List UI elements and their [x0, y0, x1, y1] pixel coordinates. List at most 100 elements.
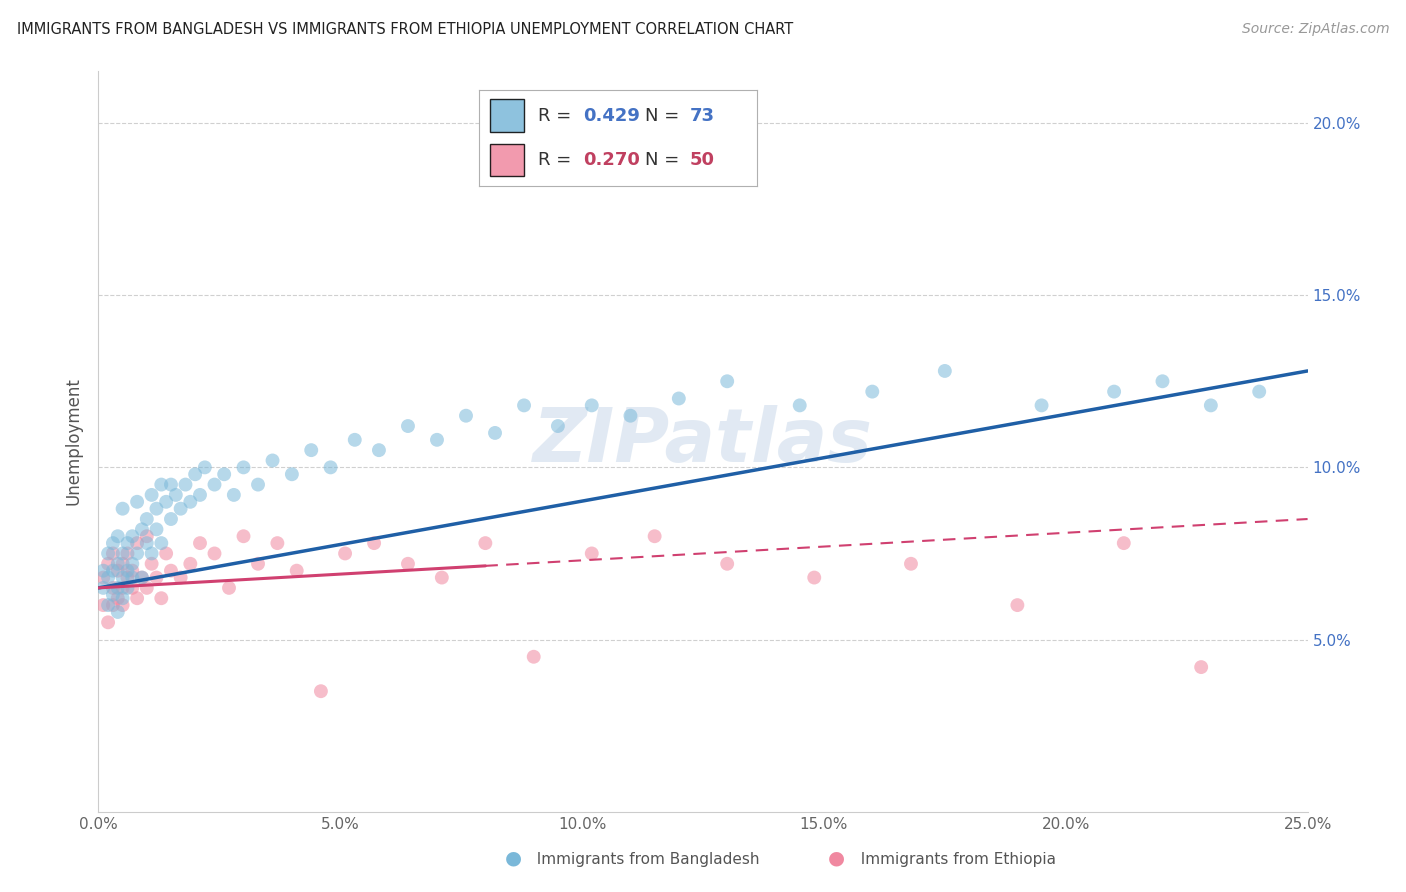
Point	[101, 588, 124, 602]
Point	[363, 536, 385, 550]
Point	[111, 501, 134, 516]
Point	[107, 529, 129, 543]
Point	[716, 557, 738, 571]
Point	[900, 557, 922, 571]
Point	[396, 557, 419, 571]
Point	[141, 488, 163, 502]
Point	[619, 409, 641, 423]
Point	[107, 564, 129, 578]
Point	[309, 684, 332, 698]
Point	[91, 564, 114, 578]
Point	[484, 425, 506, 440]
Point	[581, 398, 603, 412]
Point	[169, 501, 191, 516]
Point	[91, 581, 114, 595]
Text: ZIPatlas: ZIPatlas	[533, 405, 873, 478]
Point	[426, 433, 449, 447]
Point	[141, 557, 163, 571]
Point	[179, 557, 201, 571]
Point	[97, 570, 120, 584]
Point	[97, 546, 120, 560]
Point	[212, 467, 235, 482]
Point	[97, 557, 120, 571]
Point	[644, 529, 666, 543]
Point	[145, 501, 167, 516]
Point	[204, 546, 226, 560]
Point	[135, 529, 157, 543]
Point	[188, 536, 211, 550]
Point	[160, 512, 183, 526]
Point	[127, 591, 149, 606]
Point	[547, 419, 569, 434]
Point	[716, 374, 738, 388]
Point	[101, 598, 124, 612]
Point	[101, 536, 124, 550]
Point	[247, 477, 270, 491]
Point	[222, 488, 245, 502]
Point	[111, 546, 134, 560]
Point	[135, 512, 157, 526]
Point	[174, 477, 197, 491]
Point	[184, 467, 207, 482]
Point	[454, 409, 477, 423]
Point	[145, 570, 167, 584]
Point	[285, 564, 308, 578]
Point	[111, 591, 134, 606]
Point	[117, 536, 139, 550]
Point	[107, 591, 129, 606]
Point	[141, 546, 163, 560]
Point	[117, 564, 139, 578]
Point	[179, 495, 201, 509]
Point	[266, 536, 288, 550]
Point	[121, 529, 143, 543]
Point	[247, 557, 270, 571]
Point	[789, 398, 811, 412]
Point	[1031, 398, 1053, 412]
Point	[169, 570, 191, 584]
Text: Source: ZipAtlas.com: Source: ZipAtlas.com	[1241, 22, 1389, 37]
Point	[232, 529, 254, 543]
Point	[396, 419, 419, 434]
Point	[319, 460, 342, 475]
Point	[111, 570, 134, 584]
Point	[127, 495, 149, 509]
Text: ●: ●	[828, 848, 845, 867]
Point	[299, 443, 322, 458]
Point	[1152, 374, 1174, 388]
Point	[523, 649, 546, 664]
Text: Immigrants from Ethiopia: Immigrants from Ethiopia	[851, 852, 1056, 867]
Point	[155, 546, 177, 560]
Point	[135, 581, 157, 595]
Text: Immigrants from Bangladesh: Immigrants from Bangladesh	[527, 852, 759, 867]
Point	[131, 570, 153, 584]
Point	[131, 570, 153, 584]
Point	[155, 495, 177, 509]
Point	[101, 581, 124, 595]
Point	[101, 546, 124, 560]
Point	[1189, 660, 1212, 674]
Point	[121, 570, 143, 584]
Point	[474, 536, 496, 550]
Point	[121, 564, 143, 578]
Point	[803, 570, 825, 584]
Point	[343, 433, 366, 447]
Point	[135, 536, 157, 550]
Point	[860, 384, 883, 399]
Text: ●: ●	[505, 848, 522, 867]
Point	[117, 570, 139, 584]
Point	[232, 460, 254, 475]
Point	[1102, 384, 1125, 399]
Point	[1249, 384, 1271, 399]
Text: IMMIGRANTS FROM BANGLADESH VS IMMIGRANTS FROM ETHIOPIA UNEMPLOYMENT CORRELATION : IMMIGRANTS FROM BANGLADESH VS IMMIGRANTS…	[17, 22, 793, 37]
Point	[262, 453, 284, 467]
Point	[1007, 598, 1029, 612]
Point	[204, 477, 226, 491]
Point	[127, 546, 149, 560]
Point	[145, 522, 167, 536]
Point	[107, 581, 129, 595]
Point	[513, 398, 536, 412]
Point	[101, 564, 124, 578]
Point	[127, 536, 149, 550]
Point	[97, 615, 120, 630]
Point	[934, 364, 956, 378]
